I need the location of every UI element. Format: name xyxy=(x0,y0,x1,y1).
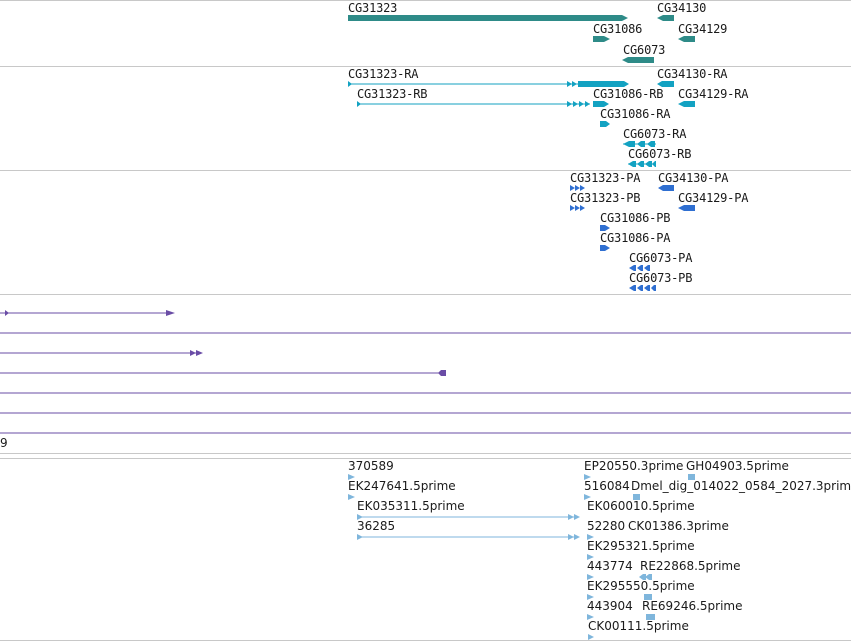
transcript-label[interactable]: CG34129-RA xyxy=(678,87,749,101)
gene-glyph xyxy=(678,36,695,42)
est-label[interactable]: 370589 xyxy=(348,459,394,473)
est-label[interactable]: 443774 xyxy=(587,559,633,573)
est-label[interactable]: 516084 xyxy=(584,479,630,493)
protein-label[interactable]: CG34129-PA xyxy=(678,191,749,205)
protein-label[interactable]: CG31323-PA xyxy=(570,171,641,185)
alignment-label: 9 xyxy=(0,436,8,450)
est-track: 370589 EP20550.3prime GH04903.5prime EK2… xyxy=(0,458,851,640)
protein-label[interactable]: CG6073-PB xyxy=(629,271,693,285)
gene-glyph xyxy=(622,57,654,63)
gene-track: CG31323 CG34130 CG31086 CG34129 CG6073 xyxy=(0,0,851,66)
gene-label[interactable]: CG34130 xyxy=(657,1,707,15)
est-label[interactable]: EP20550.3prime xyxy=(584,459,684,473)
gene-glyph xyxy=(593,36,610,42)
transcript-label[interactable]: CG6073-RA xyxy=(623,127,687,141)
gene-glyph xyxy=(657,15,674,21)
transcript-label[interactable]: CG31086-RA xyxy=(600,107,671,121)
protein-track-glyphs xyxy=(570,185,695,291)
track-separator xyxy=(0,66,851,67)
transcript-label[interactable]: CG31323-RB xyxy=(357,87,428,101)
gene-label[interactable]: CG34129 xyxy=(678,22,728,36)
alignment-track-glyphs xyxy=(0,310,851,434)
transcript-label[interactable]: CG31086-RB xyxy=(593,87,664,101)
track-separator xyxy=(0,0,851,1)
gene-label[interactable]: CG6073 xyxy=(623,43,666,57)
transcript-label[interactable]: CG31323-RA xyxy=(348,67,419,81)
track-separator xyxy=(0,458,851,459)
transcript-label[interactable]: CG34130-RA xyxy=(657,67,728,81)
est-label[interactable]: 36285 xyxy=(357,519,396,533)
gene-label[interactable]: CG31323 xyxy=(348,1,398,15)
est-label[interactable]: 52280 xyxy=(587,519,626,533)
protein-label[interactable]: CG31323-PB xyxy=(570,191,641,205)
est-label[interactable]: CK01386.3prime xyxy=(628,519,729,533)
gene-label[interactable]: CG31086 xyxy=(593,22,643,36)
protein-label[interactable]: CG31086-PB xyxy=(600,211,671,225)
est-track-glyphs xyxy=(348,474,695,640)
transcript-label[interactable]: CG6073-RB xyxy=(628,147,692,161)
track-separator xyxy=(0,294,851,295)
est-label[interactable]: EK060010.5prime xyxy=(587,499,695,513)
gene-glyph xyxy=(348,15,628,21)
transcript-track: CG31323-RA CG34130-RA CG31323-RB CG31086… xyxy=(0,66,851,170)
est-label[interactable]: CK00111.5prime xyxy=(588,619,689,633)
alignment-track: 9 xyxy=(0,294,851,453)
est-label[interactable]: EK247641.5prime xyxy=(348,479,456,493)
track-separator xyxy=(0,170,851,171)
est-label[interactable]: EK295321.5prime xyxy=(587,539,695,553)
protein-label[interactable]: CG34130-PA xyxy=(658,171,729,185)
track-separator xyxy=(0,453,851,454)
protein-label[interactable]: CG6073-PA xyxy=(629,251,693,265)
est-label[interactable]: 443904 xyxy=(587,599,633,613)
protein-track: CG31323-PA CG34130-PA CG31323-PB CG34129… xyxy=(0,170,851,294)
est-label[interactable]: GH04903.5prime xyxy=(686,459,789,473)
track-separator xyxy=(0,640,851,641)
est-label[interactable]: EK035311.5prime xyxy=(357,499,465,513)
gene-track-glyphs xyxy=(348,15,695,63)
est-label[interactable]: RE69246.5prime xyxy=(642,599,743,613)
transcript-track-glyphs xyxy=(348,81,695,167)
est-label[interactable]: RE22868.5prime xyxy=(640,559,741,573)
est-label[interactable]: EK295550.5prime xyxy=(587,579,695,593)
protein-label[interactable]: CG31086-PA xyxy=(600,231,671,245)
est-label[interactable]: Dmel_dig_014022_0584_2027.3prime xyxy=(631,479,851,493)
